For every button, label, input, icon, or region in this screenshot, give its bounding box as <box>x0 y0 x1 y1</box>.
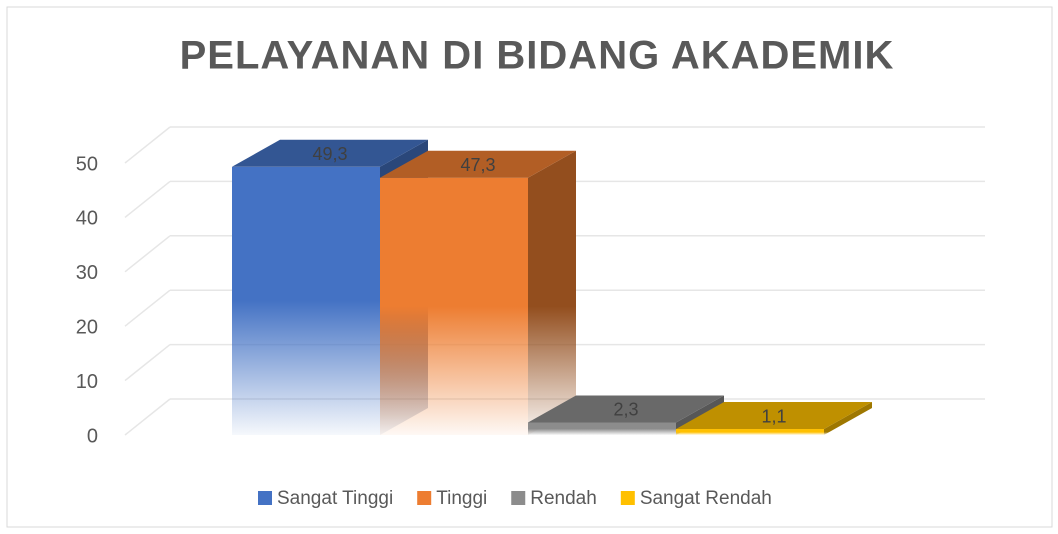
legend-label: Tinggi <box>436 488 487 509</box>
legend-item: Sangat Rendah <box>620 488 772 509</box>
y-tick-label: 20 <box>76 316 98 338</box>
data-label: 47,3 <box>460 155 495 175</box>
legend-item: Tinggi <box>417 488 487 509</box>
grid-line <box>124 126 171 164</box>
y-tick-label: 40 <box>76 208 98 230</box>
legend-label: Rendah <box>530 488 597 509</box>
legend-item: Sangat Tinggi <box>258 488 393 509</box>
bar <box>528 422 676 435</box>
bar-top <box>232 139 428 167</box>
grid-line <box>124 398 171 436</box>
bar <box>380 177 528 436</box>
bar-side <box>528 150 576 436</box>
grid-line <box>124 180 171 218</box>
bar <box>676 429 824 435</box>
data-label: 49,3 <box>312 144 347 164</box>
bar-side <box>824 402 872 435</box>
data-label: 2,3 <box>613 400 638 420</box>
bar <box>232 166 380 436</box>
legend-swatch <box>511 491 526 505</box>
bar-top <box>676 402 872 430</box>
legend-swatch <box>258 491 272 505</box>
grid-line <box>124 344 171 382</box>
bar-top <box>528 395 724 423</box>
legend-swatch <box>620 491 635 505</box>
legend-label: Sangat Rendah <box>640 488 772 509</box>
y-tick-label: 30 <box>76 262 98 284</box>
y-tick-label: 50 <box>76 153 98 175</box>
grid-line <box>124 235 171 273</box>
legend-item: Rendah <box>511 488 597 509</box>
legend-swatch <box>417 491 432 505</box>
legend-label: Sangat Tinggi <box>277 488 393 509</box>
y-tick-label: 10 <box>76 371 98 393</box>
y-tick-label: 0 <box>87 425 98 447</box>
grid-line <box>124 289 171 327</box>
chart-title: PELAYANAN DI BIDANG AKADEMIK <box>180 34 895 78</box>
bar-top <box>380 150 576 178</box>
data-label: 1,1 <box>761 406 786 426</box>
